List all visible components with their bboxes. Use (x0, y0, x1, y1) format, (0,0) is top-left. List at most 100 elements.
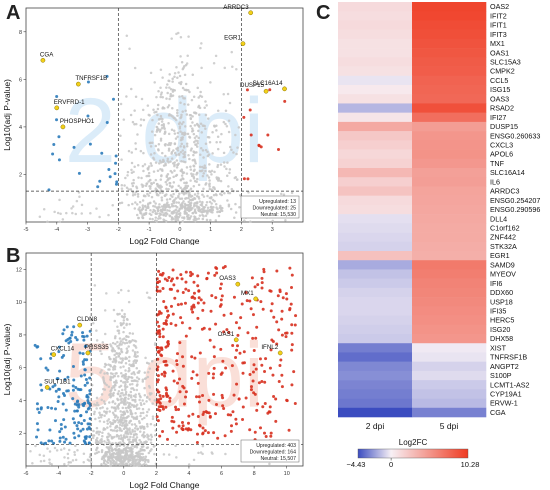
upregulated-point (293, 402, 297, 406)
neutral-point (142, 151, 145, 155)
neutral-point (181, 177, 184, 180)
neutral-point (235, 178, 239, 181)
neutral-point (124, 392, 128, 396)
upregulated-point (222, 330, 226, 334)
neutral-point (175, 159, 179, 162)
neutral-point (206, 154, 210, 158)
neutral-point (113, 447, 117, 451)
neutral-point (187, 200, 190, 204)
upregulated-point (234, 422, 238, 426)
neutral-point (236, 146, 239, 149)
neutral-point (156, 182, 159, 186)
neutral-point (113, 336, 117, 340)
neutral-point (159, 128, 162, 132)
neutral-point (156, 208, 160, 211)
upregulated-point (238, 351, 242, 355)
upregulated-point (260, 276, 264, 280)
upregulated-point (158, 332, 162, 336)
upregulated-point (202, 410, 206, 414)
upregulated-point (246, 177, 250, 181)
neutral-point (148, 398, 151, 401)
neutral-point (127, 406, 131, 410)
neutral-point (172, 129, 176, 132)
heatmap-row-label: MYEOV (490, 270, 516, 279)
downregulated-point (70, 330, 74, 334)
heatmap-row-label: CCL5 (490, 76, 508, 85)
neutral-point (167, 104, 171, 107)
neutral-point (195, 180, 198, 183)
neutral-point (149, 433, 153, 437)
neutral-point (29, 449, 32, 453)
downregulated-point (78, 351, 82, 355)
neutral-point (59, 448, 63, 451)
neutral-point (123, 342, 127, 345)
neutral-point (135, 203, 139, 206)
neutral-point (127, 345, 130, 348)
heatmap-cell (338, 140, 413, 150)
neutral-point (98, 419, 102, 423)
y-tick-label: 6 (19, 77, 22, 83)
neutral-point (175, 66, 178, 69)
neutral-point (141, 434, 144, 437)
neutral-point (128, 427, 131, 430)
neutral-point (227, 203, 231, 206)
neutral-point (215, 129, 218, 132)
neutral-point (95, 436, 99, 440)
neutral-point (119, 460, 123, 463)
neutral-point (129, 113, 133, 117)
neutral-point (114, 342, 117, 346)
upregulated-point (278, 290, 282, 294)
neutral-point (219, 140, 222, 144)
neutral-point (101, 431, 104, 435)
downregulated-point (77, 421, 81, 425)
neutral-point (104, 451, 108, 454)
neutral-point (111, 346, 114, 350)
heatmap-cell (412, 407, 487, 418)
upregulated-point (197, 296, 201, 300)
upregulated-point (155, 320, 159, 324)
upregulated-point (196, 274, 200, 278)
neutral-point (119, 434, 123, 437)
upregulated-point (181, 290, 185, 294)
upregulated-point (212, 366, 216, 370)
neutral-point (125, 416, 128, 420)
neutral-point (120, 187, 124, 190)
neutral-point (197, 96, 200, 99)
neutral-point (109, 459, 112, 463)
neutral-point (163, 143, 167, 146)
neutral-point (192, 153, 195, 157)
upregulated-point (181, 364, 185, 368)
heatmap-cell (338, 186, 413, 196)
upregulated-point (208, 414, 212, 418)
upregulated-point (196, 316, 200, 320)
upregulated-point (284, 335, 288, 339)
colorbar-zero-label: 0 (389, 460, 393, 469)
neutral-point (105, 410, 109, 413)
downregulated-point (62, 328, 66, 332)
heatmap-cell (338, 297, 413, 307)
upregulated-point (260, 380, 264, 384)
x-tick-label: 6 (220, 471, 223, 477)
highlighted-gene-point (85, 350, 91, 356)
upregulated-point (269, 348, 273, 352)
upregulated-point (184, 390, 188, 394)
neutral-point (207, 176, 211, 179)
neutral-point (98, 430, 102, 434)
x-tick-label: 0 (178, 227, 181, 233)
neutral-point (132, 417, 136, 420)
upregulated-point (231, 410, 235, 414)
heatmap-cell (412, 177, 487, 187)
neutral-point (137, 392, 141, 396)
upregulated-point (158, 335, 162, 339)
neutral-point (163, 130, 167, 133)
neutral-point (139, 455, 143, 459)
upregulated-point (173, 296, 177, 300)
neutral-point (39, 460, 43, 463)
neutral-point (177, 194, 180, 198)
neutral-point (211, 211, 214, 214)
upregulated-point (161, 271, 165, 275)
upregulated-point (275, 269, 279, 273)
downregulated-point (68, 441, 72, 445)
upregulated-point (275, 320, 279, 324)
neutral-point (191, 198, 194, 201)
